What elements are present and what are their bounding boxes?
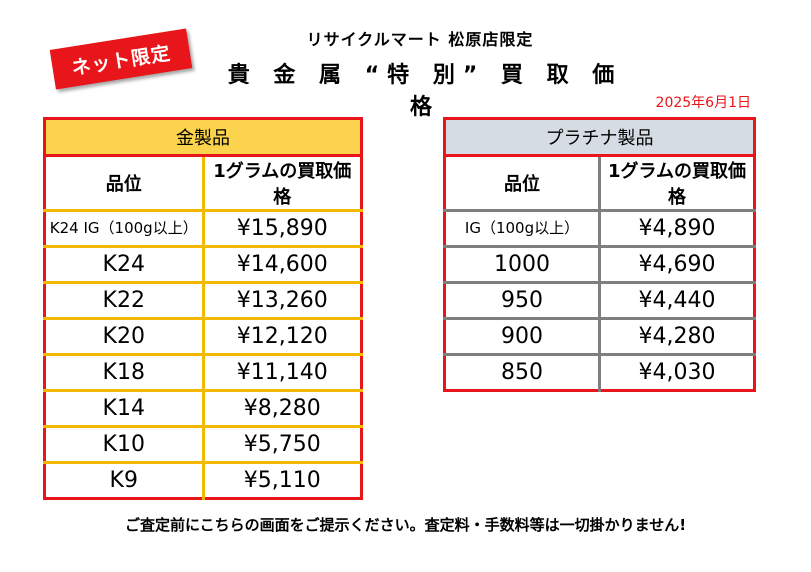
page-title: 貴 金 属 “特 別” 買 取 価 格: [227, 63, 623, 120]
platinum-table-title: プラチナ製品: [444, 118, 755, 157]
gold-grade: K10: [44, 426, 205, 464]
table-row: K14 ¥8,280: [44, 390, 362, 428]
gold-price: ¥14,600: [203, 246, 362, 284]
gold-price: ¥5,110: [243, 468, 321, 493]
platinum-grade: 900: [444, 318, 601, 356]
gold-price: ¥13,260: [203, 282, 362, 320]
platinum-price: ¥4,440: [599, 282, 755, 320]
gold-grade: K20: [44, 318, 205, 356]
gold-price: ¥8,280: [203, 390, 362, 428]
footer-notice: ご査定前にこちらの画面をご提示ください。査定料・手数料等は一切掛かりません!: [124, 516, 687, 534]
platinum-col-price: 1グラムの買取価格: [599, 155, 755, 212]
table-row: K24 IG（100g以上） ¥15,890: [44, 210, 362, 248]
table-row: 950 ¥4,440: [444, 282, 755, 320]
store-title: リサイクルマート 松原店限定: [306, 30, 534, 49]
platinum-grade: 850: [444, 354, 601, 391]
gold-col-price: 1グラムの買取価格: [203, 155, 362, 212]
gold-grade: K24 IG（100g以上）: [44, 210, 205, 248]
price-date: 2025年6月1日: [655, 95, 751, 111]
platinum-col-grade: 品位: [444, 155, 601, 212]
table-row: K22 ¥13,260: [44, 282, 362, 320]
platinum-grade: 1000: [444, 246, 601, 284]
table-row: IG（100g以上） ¥4,890: [444, 210, 755, 248]
platinum-price-table: プラチナ製品 品位 1グラムの買取価格 IG（100g以上） ¥4,890 10…: [443, 117, 756, 392]
web-exclusive-badge: ネット限定: [49, 28, 193, 90]
gold-grade: K22: [44, 282, 205, 320]
table-row: 850 ¥4,030: [444, 354, 755, 391]
gold-grade: K24: [44, 246, 205, 284]
gold-price: ¥12,120: [203, 318, 362, 356]
table-row: 900 ¥4,280: [444, 318, 755, 356]
table-row: K20 ¥12,120: [44, 318, 362, 356]
platinum-price: ¥4,030: [638, 360, 716, 385]
table-row: K10 ¥5,750: [44, 426, 362, 464]
gold-price-table: 金製品 品位 1グラムの買取価格 K24 IG（100g以上） ¥15,890 …: [43, 117, 363, 500]
gold-price: ¥11,140: [203, 354, 362, 392]
gold-grade: K9: [44, 462, 205, 499]
gold-table-title: 金製品: [44, 118, 362, 157]
platinum-grade: IG（100g以上）: [444, 210, 601, 248]
table-row: 1000 ¥4,690: [444, 246, 755, 284]
table-row: K24 ¥14,600: [44, 246, 362, 284]
table-row: K9 ¥5,110: [44, 462, 362, 499]
platinum-price: ¥4,690: [599, 246, 755, 284]
platinum-grade: 950: [444, 282, 601, 320]
gold-col-grade: 品位: [44, 155, 205, 212]
gold-price: ¥5,750: [203, 426, 362, 464]
gold-grade: K14: [44, 390, 205, 428]
platinum-price: ¥4,280: [599, 318, 755, 356]
gold-price: ¥15,890: [203, 210, 362, 248]
gold-grade: K18: [44, 354, 205, 392]
platinum-price: ¥4,890: [599, 210, 755, 248]
table-row: K18 ¥11,140: [44, 354, 362, 392]
